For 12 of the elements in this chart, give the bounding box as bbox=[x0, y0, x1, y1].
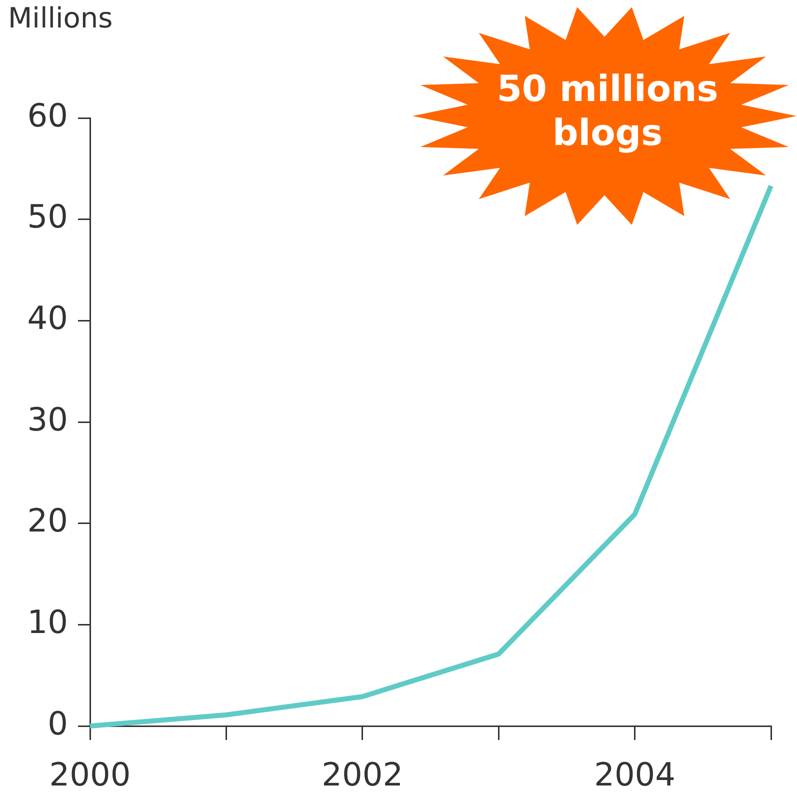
y-tick-label: 20 bbox=[27, 502, 68, 540]
y-tick-label: 50 bbox=[27, 198, 68, 236]
y-tick-label: 0 bbox=[48, 704, 68, 742]
x-tick-label: 2004 bbox=[594, 756, 676, 794]
y-tick-label: 60 bbox=[27, 96, 68, 134]
y-tick-label: 40 bbox=[27, 298, 68, 337]
x-tick-label: 2002 bbox=[322, 756, 404, 794]
annotation: 50 millions blogs bbox=[496, 68, 720, 156]
y-tick-label: 10 bbox=[27, 602, 68, 641]
y-tick-label: 30 bbox=[27, 400, 68, 438]
y-axis-title: Millions bbox=[8, 1, 113, 34]
x-tick-label: 2000 bbox=[49, 756, 131, 794]
